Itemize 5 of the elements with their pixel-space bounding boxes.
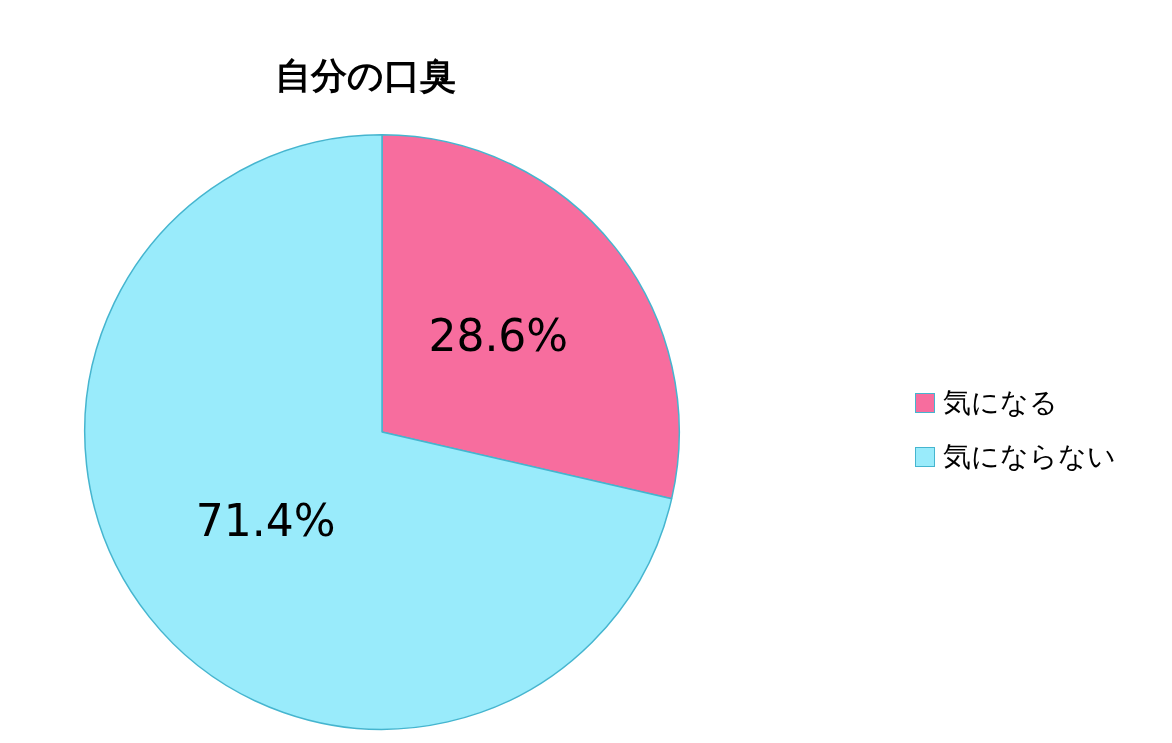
legend-label: 気になる <box>943 385 1058 421</box>
data-label: 71.4% <box>195 495 336 546</box>
legend-label: 気にならない <box>943 439 1116 475</box>
data-label: 28.6% <box>428 309 569 361</box>
chart-title: 自分の口臭 <box>273 54 457 98</box>
